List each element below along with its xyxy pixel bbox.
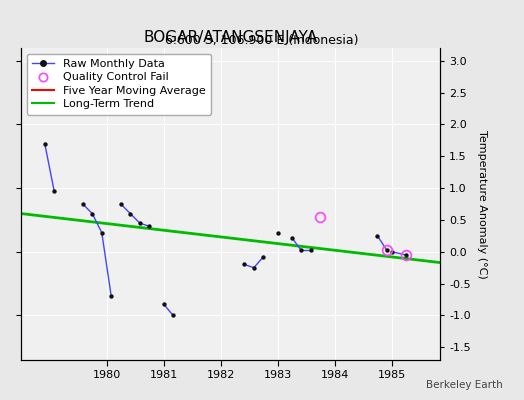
Point bbox=[383, 247, 391, 254]
Point bbox=[116, 201, 125, 207]
Point bbox=[88, 210, 96, 217]
Point bbox=[126, 210, 135, 217]
Point bbox=[288, 234, 296, 241]
Point bbox=[307, 247, 315, 254]
Point bbox=[97, 230, 106, 236]
Point bbox=[297, 247, 305, 254]
Point bbox=[169, 312, 177, 319]
Text: Berkeley Earth: Berkeley Earth bbox=[427, 380, 503, 390]
Point bbox=[159, 301, 168, 307]
Point bbox=[107, 293, 115, 300]
Point bbox=[387, 248, 396, 255]
Text: 6.600 S, 106.900 E (Indonesia): 6.600 S, 106.900 E (Indonesia) bbox=[165, 34, 359, 47]
Point bbox=[240, 261, 248, 268]
Legend: Raw Monthly Data, Quality Control Fail, Five Year Moving Average, Long-Term Tren: Raw Monthly Data, Quality Control Fail, … bbox=[27, 54, 212, 115]
Title: BOGAR/ATANGSENJAYA: BOGAR/ATANGSENJAYA bbox=[144, 30, 318, 46]
Point bbox=[249, 264, 258, 271]
Point bbox=[50, 188, 58, 194]
Point bbox=[136, 220, 144, 226]
Point bbox=[259, 254, 268, 260]
Point bbox=[373, 233, 381, 239]
Point bbox=[274, 230, 282, 236]
Point bbox=[79, 201, 87, 207]
Point bbox=[145, 223, 154, 230]
Point bbox=[402, 252, 410, 258]
Y-axis label: Temperature Anomaly (°C): Temperature Anomaly (°C) bbox=[477, 130, 487, 278]
Point bbox=[40, 140, 49, 147]
